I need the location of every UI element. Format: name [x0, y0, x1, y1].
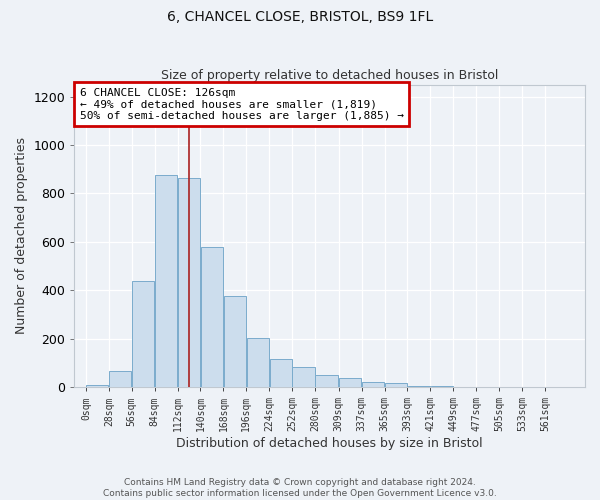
Bar: [155, 176, 177, 387]
Bar: [292, 366, 314, 387]
Bar: [201, 247, 223, 387]
Bar: [339, 378, 361, 387]
Y-axis label: Number of detached properties: Number of detached properties: [15, 138, 28, 334]
Text: 6, CHANCEL CLOSE, BRISTOL, BS9 1FL: 6, CHANCEL CLOSE, BRISTOL, BS9 1FL: [167, 10, 433, 24]
Bar: [132, 280, 154, 387]
Bar: [178, 178, 200, 387]
Title: Size of property relative to detached houses in Bristol: Size of property relative to detached ho…: [161, 69, 499, 82]
X-axis label: Distribution of detached houses by size in Bristol: Distribution of detached houses by size …: [176, 437, 483, 450]
Bar: [316, 374, 338, 387]
Bar: [431, 386, 453, 387]
Text: Contains HM Land Registry data © Crown copyright and database right 2024.
Contai: Contains HM Land Registry data © Crown c…: [103, 478, 497, 498]
Bar: [247, 338, 269, 387]
Bar: [224, 296, 246, 387]
Bar: [86, 384, 109, 387]
Bar: [362, 382, 384, 387]
Text: 6 CHANCEL CLOSE: 126sqm
← 49% of detached houses are smaller (1,819)
50% of semi: 6 CHANCEL CLOSE: 126sqm ← 49% of detache…: [80, 88, 404, 121]
Bar: [408, 386, 430, 387]
Bar: [385, 383, 407, 387]
Bar: [269, 360, 292, 387]
Bar: [109, 372, 131, 387]
